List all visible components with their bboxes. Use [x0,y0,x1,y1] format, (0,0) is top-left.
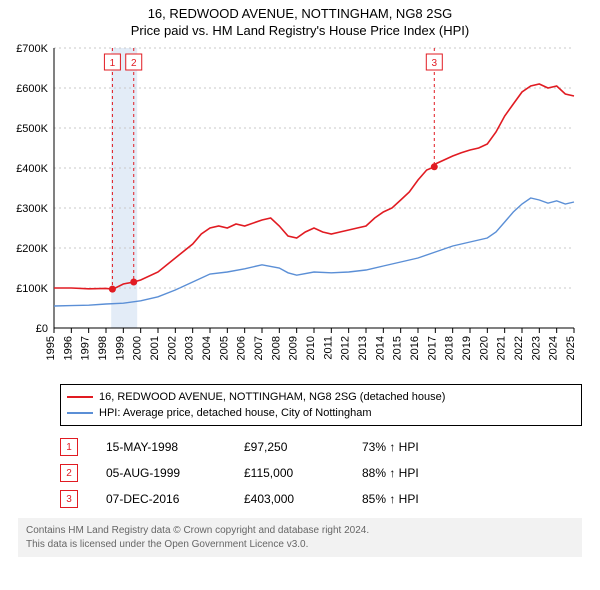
chart-area: £0 £100K £200K £300K £400K £500K £600K £700K 199… [0,38,600,378]
svg-text:2012: 2012 [340,336,352,360]
legend-label: HPI: Average price, detached house, City… [99,407,372,419]
price-chart: £0 £100K £200K £300K £400K £500K £600K £700K 199… [0,38,582,378]
legend-item: HPI: Average price, detached house, City… [67,405,575,421]
svg-text:£700K: £700K [16,43,48,55]
svg-text:2002: 2002 [166,336,178,360]
legend-item: 16, REDWOOD AVENUE, NOTTINGHAM, NG8 2SG … [67,389,575,405]
transaction-row: 1 15-MAY-1998 £97,250 73% ↑ HPI [60,434,582,460]
transaction-marker: 1 [60,438,78,456]
chart-legend: 16, REDWOOD AVENUE, NOTTINGHAM, NG8 2SG … [60,384,582,426]
footer-line-2: This data is licensed under the Open Gov… [26,538,574,552]
svg-text:2020: 2020 [478,336,490,360]
svg-text:2010: 2010 [305,336,317,360]
transaction-price: £97,250 [244,440,334,454]
svg-text:2008: 2008 [270,336,282,360]
svg-text:2025: 2025 [565,336,577,360]
svg-text:2006: 2006 [236,336,248,360]
svg-text:2016: 2016 [409,336,421,360]
svg-text:1: 1 [110,58,116,69]
legend-swatch [67,396,93,398]
transaction-date: 15-MAY-1998 [106,440,216,454]
legend-label: 16, REDWOOD AVENUE, NOTTINGHAM, NG8 2SG … [99,391,445,403]
svg-text:2005: 2005 [218,336,230,360]
svg-text:£0: £0 [36,323,48,335]
svg-text:2011: 2011 [322,336,334,360]
chart-titles: 16, REDWOOD AVENUE, NOTTINGHAM, NG8 2SG … [0,0,600,38]
svg-text:2004: 2004 [201,336,213,360]
chart-title: 16, REDWOOD AVENUE, NOTTINGHAM, NG8 2SG [0,6,600,21]
svg-text:2022: 2022 [513,336,525,360]
svg-text:1996: 1996 [62,336,74,360]
svg-text:3: 3 [432,58,438,69]
svg-text:2021: 2021 [496,336,508,360]
transaction-date: 07-DEC-2016 [106,492,216,506]
svg-text:1995: 1995 [45,336,57,360]
transaction-row: 3 07-DEC-2016 £403,000 85% ↑ HPI [60,486,582,512]
svg-text:2007: 2007 [253,336,265,360]
transaction-price: £403,000 [244,492,334,506]
svg-text:2013: 2013 [357,336,369,360]
svg-text:£300K: £300K [16,203,48,215]
svg-text:2: 2 [131,58,137,69]
svg-text:2024: 2024 [548,336,560,360]
chart-subtitle: Price paid vs. HM Land Registry's House … [0,23,600,38]
svg-text:2018: 2018 [444,336,456,360]
svg-text:1997: 1997 [80,336,92,360]
svg-text:£600K: £600K [16,83,48,95]
transaction-marker: 2 [60,464,78,482]
svg-text:2014: 2014 [374,336,386,360]
svg-text:£200K: £200K [16,243,48,255]
svg-text:2009: 2009 [288,336,300,360]
svg-text:£400K: £400K [16,163,48,175]
svg-text:2000: 2000 [132,336,144,360]
svg-text:2015: 2015 [392,336,404,360]
transaction-date: 05-AUG-1999 [106,466,216,480]
transaction-price: £115,000 [244,466,334,480]
svg-text:1999: 1999 [114,336,126,360]
svg-text:2003: 2003 [184,336,196,360]
svg-text:2019: 2019 [461,336,473,360]
legend-swatch [67,412,93,414]
svg-text:£100K: £100K [16,283,48,295]
svg-text:£500K: £500K [16,123,48,135]
page-root: 16, REDWOOD AVENUE, NOTTINGHAM, NG8 2SG … [0,0,600,557]
transaction-row: 2 05-AUG-1999 £115,000 88% ↑ HPI [60,460,582,486]
transactions-table: 1 15-MAY-1998 £97,250 73% ↑ HPI 2 05-AUG-1999… [60,434,582,512]
footer-note: Contains HM Land Registry data © Crown c… [18,518,582,557]
transaction-pct: 85% ↑ HPI [362,492,472,506]
transaction-marker: 3 [60,490,78,508]
transaction-pct: 88% ↑ HPI [362,466,472,480]
svg-text:1998: 1998 [97,336,109,360]
svg-text:2001: 2001 [149,336,161,360]
transaction-pct: 73% ↑ HPI [362,440,472,454]
svg-text:2017: 2017 [426,336,438,360]
footer-line-1: Contains HM Land Registry data © Crown c… [26,524,574,538]
svg-text:2023: 2023 [530,336,542,360]
